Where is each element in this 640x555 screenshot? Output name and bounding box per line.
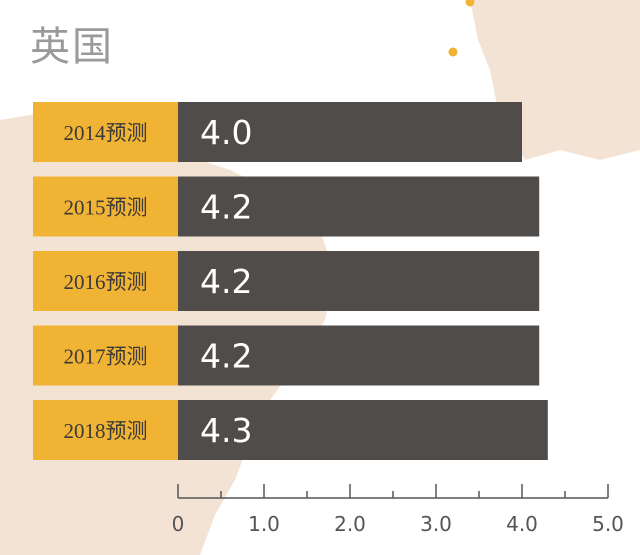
map-dot xyxy=(448,47,458,57)
bar-value-label: 4.2 xyxy=(200,262,252,301)
bar xyxy=(178,251,540,311)
category-label: 2015预测 xyxy=(64,196,148,220)
chart-title: 英国 xyxy=(30,24,114,70)
bar xyxy=(178,400,548,460)
x-tick-label: 1.0 xyxy=(248,512,280,536)
category-label-box xyxy=(33,400,178,460)
category-label: 2017预测 xyxy=(64,345,148,369)
x-tick-label: 4.0 xyxy=(506,512,538,536)
category-label: 2014预测 xyxy=(64,121,148,145)
bar xyxy=(178,102,522,162)
bar-value-label: 4.2 xyxy=(200,188,252,227)
x-tick-label: 0 xyxy=(172,512,185,536)
category-label-box xyxy=(33,251,178,311)
category-label-box xyxy=(33,176,178,237)
bar-value-label: 4.3 xyxy=(200,411,252,450)
category-label-box xyxy=(33,102,178,162)
category-label: 2016预测 xyxy=(64,270,148,294)
x-tick-label: 5.0 xyxy=(592,512,624,536)
bar-value-label: 4.2 xyxy=(200,337,252,376)
x-tick-label: 3.0 xyxy=(420,512,452,536)
category-label: 2018预测 xyxy=(64,419,148,443)
bar xyxy=(178,176,540,237)
x-tick-label: 2.0 xyxy=(334,512,366,536)
map-dot xyxy=(465,0,475,7)
category-label-box xyxy=(33,325,178,386)
bar-value-label: 4.0 xyxy=(200,113,252,152)
bar xyxy=(178,325,540,386)
